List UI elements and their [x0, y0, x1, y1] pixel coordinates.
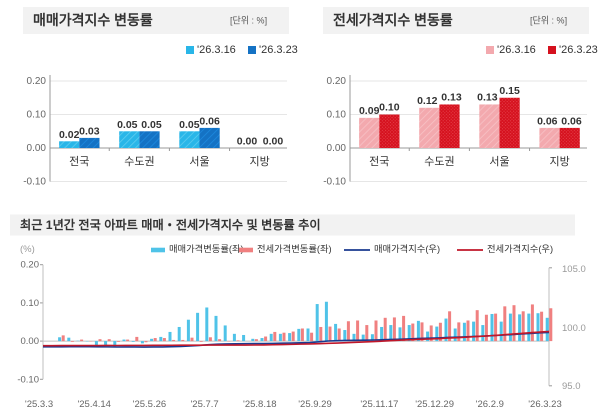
- svg-text:0.05: 0.05: [179, 119, 200, 131]
- svg-text:'26.3.23: '26.3.23: [528, 399, 562, 410]
- svg-text:수도권: 수도권: [424, 155, 454, 168]
- svg-text:매매가격변동률(좌): 매매가격변동률(좌): [169, 243, 244, 254]
- svg-text:0.00: 0.00: [327, 143, 347, 154]
- svg-text:'25.9.29: '25.9.29: [298, 399, 332, 410]
- svg-text:전세가격지수 변동률: 전세가격지수 변동률: [333, 12, 453, 28]
- svg-text:매매가격지수 변동률: 매매가격지수 변동률: [33, 12, 153, 28]
- svg-text:수도권: 수도권: [124, 155, 154, 168]
- svg-text:'25.11.17: '25.11.17: [360, 399, 398, 410]
- svg-text:'26.3.16: '26.3.16: [497, 44, 536, 56]
- svg-text:전국: 전국: [69, 155, 89, 168]
- svg-text:0.20: 0.20: [327, 76, 347, 87]
- svg-text:0.13: 0.13: [477, 92, 498, 104]
- svg-text:전국: 전국: [369, 155, 389, 168]
- svg-text:서울: 서울: [489, 155, 509, 168]
- svg-text:[단위 : %]: [단위 : %]: [230, 16, 267, 26]
- svg-text:지방: 지방: [549, 155, 569, 168]
- svg-text:'26.2.9: '26.2.9: [476, 399, 504, 410]
- svg-text:지방: 지방: [249, 155, 269, 168]
- svg-text:0.05: 0.05: [117, 119, 138, 131]
- svg-text:'25.12.29: '25.12.29: [415, 399, 454, 410]
- svg-text:0.13: 0.13: [441, 92, 462, 104]
- svg-text:0.00: 0.00: [21, 336, 40, 347]
- svg-text:0.06: 0.06: [199, 115, 220, 127]
- svg-text:0.06: 0.06: [537, 115, 558, 127]
- svg-text:최근 1년간 전국 아파트 매매・전세가격지수 및 변동률: 최근 1년간 전국 아파트 매매・전세가격지수 및 변동률 추이: [20, 217, 321, 232]
- svg-text:0.10: 0.10: [21, 298, 40, 309]
- svg-text:[단위 : %]: [단위 : %]: [530, 16, 567, 26]
- svg-text:'26.3.16: '26.3.16: [197, 44, 236, 56]
- svg-text:0.00: 0.00: [263, 136, 284, 148]
- svg-text:0.20: 0.20: [21, 260, 40, 271]
- svg-text:0.00: 0.00: [237, 136, 258, 148]
- svg-text:0.20: 0.20: [27, 76, 47, 87]
- svg-text:전세가격변동률(좌): 전세가격변동률(좌): [257, 243, 332, 254]
- svg-text:100.0: 100.0: [562, 323, 586, 334]
- svg-text:0.10: 0.10: [27, 110, 47, 121]
- svg-text:'25.8.18: '25.8.18: [243, 399, 277, 410]
- svg-text:0.12: 0.12: [417, 95, 438, 107]
- svg-text:서울: 서울: [189, 155, 209, 168]
- svg-text:105.0: 105.0: [562, 264, 586, 275]
- svg-text:0.02: 0.02: [59, 129, 80, 141]
- svg-text:'25.7.7: '25.7.7: [190, 399, 218, 410]
- svg-text:'25.4.14: '25.4.14: [77, 399, 111, 410]
- svg-text:(%): (%): [20, 244, 35, 255]
- svg-text:-0.10: -0.10: [23, 177, 46, 188]
- svg-text:0.09: 0.09: [359, 105, 380, 117]
- svg-text:매매가격지수(우): 매매가격지수(우): [374, 243, 440, 254]
- svg-text:전세가격지수(우): 전세가격지수(우): [487, 243, 553, 254]
- svg-text:0.10: 0.10: [379, 102, 400, 114]
- svg-text:0.15: 0.15: [499, 85, 520, 97]
- svg-text:0.10: 0.10: [327, 110, 347, 121]
- svg-text:0.03: 0.03: [79, 126, 100, 138]
- svg-text:-0.10: -0.10: [323, 177, 346, 188]
- svg-text:'26.3.23: '26.3.23: [259, 44, 298, 56]
- svg-text:95.0: 95.0: [562, 381, 581, 392]
- svg-text:'25.5.26: '25.5.26: [133, 399, 167, 410]
- svg-text:-0.10: -0.10: [17, 374, 39, 385]
- svg-text:0.00: 0.00: [27, 143, 47, 154]
- svg-text:0.05: 0.05: [141, 119, 162, 131]
- svg-text:'26.3.23: '26.3.23: [559, 44, 598, 56]
- svg-text:0.06: 0.06: [561, 115, 582, 127]
- svg-text:'25.3.3: '25.3.3: [25, 399, 53, 410]
